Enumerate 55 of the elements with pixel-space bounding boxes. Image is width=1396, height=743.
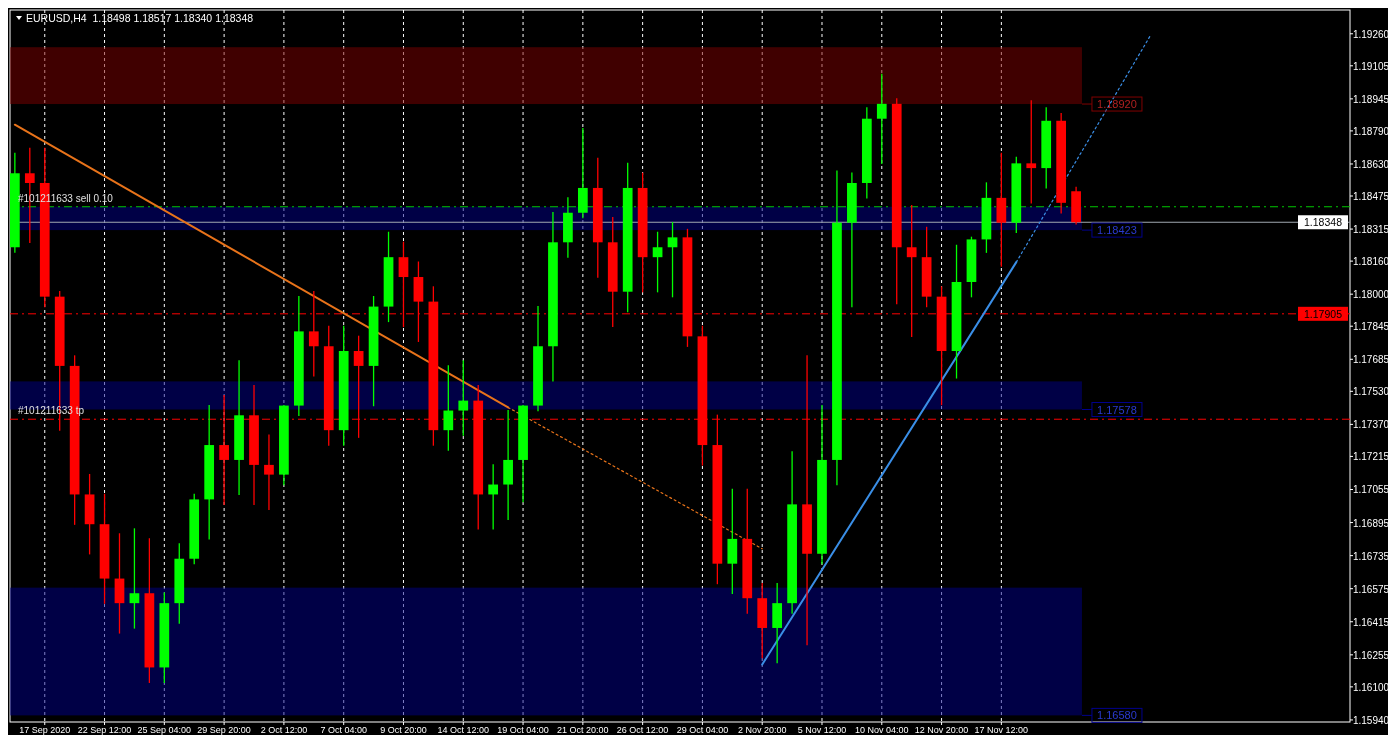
x-tick-label: 10 Nov 04:00	[855, 725, 909, 735]
x-tick-label: 17 Nov 12:00	[974, 725, 1029, 735]
y-tick-label: 1.17685	[1352, 354, 1390, 366]
x-tick-label: 5 Nov 12:00	[797, 725, 847, 735]
y-tick-label: 1.17055	[1352, 484, 1390, 496]
y-tick-label: 1.16100	[1352, 681, 1390, 693]
x-tick-label: 21 Oct 20:00	[557, 725, 609, 735]
band-label: 1.16580	[1097, 709, 1137, 722]
y-tick-label: 1.16415	[1352, 616, 1390, 628]
y-tick-label: 1.18000	[1352, 289, 1390, 301]
candlestick	[264, 434, 274, 510]
x-tick-label: 14 Oct 12:00	[437, 725, 490, 735]
y-tick-label: 1.18945	[1352, 93, 1390, 105]
candlestick	[488, 464, 499, 530]
x-tick-label: 7 Oct 04:00	[320, 725, 367, 735]
x-tick-label: 2 Nov 20:00	[737, 725, 787, 735]
ref-line-label: 1.18348	[1304, 216, 1343, 229]
x-tick-label: 29 Sep 20:00	[197, 725, 251, 735]
band-label: 1.18423	[1097, 224, 1137, 237]
candlestick	[876, 73, 887, 164]
x-tick-label: 12 Nov 20:00	[914, 725, 969, 735]
x-tick-label: 9 Oct 20:00	[380, 725, 427, 735]
x-tick-label: 29 Oct 04:00	[676, 725, 729, 735]
ref-line-label: 1.17905	[1304, 307, 1343, 320]
candlestick	[652, 231, 663, 293]
candlestick	[1026, 100, 1037, 204]
candlestick	[129, 528, 140, 629]
y-tick-label: 1.16575	[1352, 583, 1390, 595]
y-tick-label: 1.17370	[1352, 419, 1390, 431]
y-tick-label: 1.19105	[1352, 60, 1390, 72]
y-tick-label: 1.17845	[1352, 321, 1390, 333]
y-tick-label: 1.16895	[1352, 517, 1390, 529]
y-tick-label: 1.15940	[1352, 714, 1390, 726]
candlestick	[443, 365, 454, 451]
y-tick-label: 1.17530	[1352, 386, 1390, 398]
y-tick-label: 1.16255	[1352, 649, 1390, 661]
chart-title: EURUSD,H4 1.18498 1.18517 1.18340 1.18348	[26, 12, 254, 24]
y-tick-label: 1.18315	[1352, 224, 1390, 236]
y-tick-label: 1.17215	[1352, 451, 1390, 463]
candlestick	[667, 222, 678, 298]
band-label: 1.17578	[1097, 403, 1137, 416]
y-tick-label: 1.18790	[1352, 125, 1390, 137]
y-tick-label: 1.18475	[1352, 191, 1390, 203]
candlestick	[458, 360, 469, 436]
x-tick-label: 22 Sep 12:00	[77, 725, 132, 735]
y-tick-label: 1.18160	[1352, 256, 1390, 268]
x-tick-label: 17 Sep 2020	[19, 725, 71, 735]
x-tick-label: 25 Sep 04:00	[137, 725, 192, 735]
x-tick-label: 19 Oct 04:00	[497, 725, 549, 735]
x-tick-label: 26 Oct 12:00	[616, 725, 669, 735]
y-tick-label: 1.18630	[1352, 158, 1390, 170]
y-tick-label: 1.19260	[1352, 28, 1390, 40]
y-tick-label: 1.16735	[1352, 550, 1390, 562]
x-tick-label: 2 Oct 12:00	[260, 725, 308, 735]
band-label: 1.18920	[1097, 98, 1137, 111]
